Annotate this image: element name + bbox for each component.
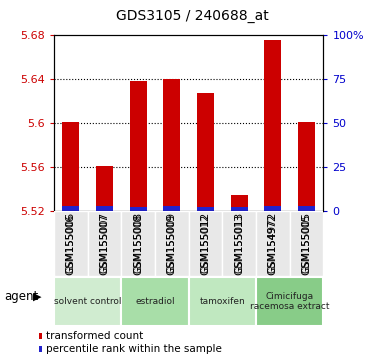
Bar [197, 207, 214, 211]
Text: GSM155013: GSM155013 [234, 214, 244, 273]
Text: solvent control: solvent control [54, 297, 121, 306]
FancyBboxPatch shape [54, 211, 88, 276]
Bar [96, 166, 113, 211]
Bar [62, 206, 79, 211]
FancyBboxPatch shape [223, 211, 256, 276]
Bar [298, 122, 315, 211]
FancyBboxPatch shape [256, 277, 323, 326]
Text: GSM155013: GSM155013 [234, 212, 244, 275]
Text: GDS3105 / 240688_at: GDS3105 / 240688_at [116, 9, 269, 23]
Text: GSM155005: GSM155005 [301, 214, 311, 273]
Bar [298, 206, 315, 211]
Text: GSM155006: GSM155006 [66, 214, 76, 273]
Text: GSM155012: GSM155012 [201, 212, 211, 275]
Text: GSM155006: GSM155006 [66, 212, 76, 275]
Bar [264, 40, 281, 211]
Text: estradiol: estradiol [135, 297, 175, 306]
Bar [231, 207, 248, 211]
Bar [130, 81, 147, 211]
Bar [62, 122, 79, 211]
Bar [96, 206, 113, 211]
Text: agent: agent [4, 290, 38, 303]
Text: GSM154972: GSM154972 [268, 212, 278, 275]
FancyBboxPatch shape [155, 211, 189, 276]
Text: tamoxifen: tamoxifen [199, 297, 245, 306]
Text: Cimicifuga
racemosa extract: Cimicifuga racemosa extract [250, 292, 330, 312]
FancyBboxPatch shape [88, 211, 121, 276]
Text: GSM155007: GSM155007 [99, 214, 109, 273]
FancyBboxPatch shape [290, 211, 323, 276]
Text: GSM155007: GSM155007 [99, 212, 109, 275]
FancyBboxPatch shape [121, 211, 155, 276]
FancyBboxPatch shape [256, 211, 290, 276]
Text: GSM155009: GSM155009 [167, 212, 177, 275]
Text: GSM155005: GSM155005 [301, 212, 311, 275]
FancyBboxPatch shape [54, 277, 121, 326]
Text: percentile rank within the sample: percentile rank within the sample [46, 344, 222, 354]
Bar [163, 79, 180, 211]
Text: GSM155008: GSM155008 [133, 214, 143, 273]
Bar [130, 207, 147, 211]
Bar [264, 206, 281, 211]
Bar [197, 93, 214, 211]
FancyBboxPatch shape [121, 277, 189, 326]
Text: GSM155008: GSM155008 [133, 212, 143, 275]
Text: ▶: ▶ [33, 292, 41, 302]
Text: GSM155009: GSM155009 [167, 214, 177, 273]
Text: GSM155012: GSM155012 [201, 214, 211, 273]
Bar [231, 195, 248, 211]
Text: transformed count: transformed count [46, 331, 144, 341]
FancyBboxPatch shape [189, 211, 223, 276]
FancyBboxPatch shape [189, 277, 256, 326]
Text: GSM154972: GSM154972 [268, 214, 278, 273]
Bar [163, 206, 180, 211]
